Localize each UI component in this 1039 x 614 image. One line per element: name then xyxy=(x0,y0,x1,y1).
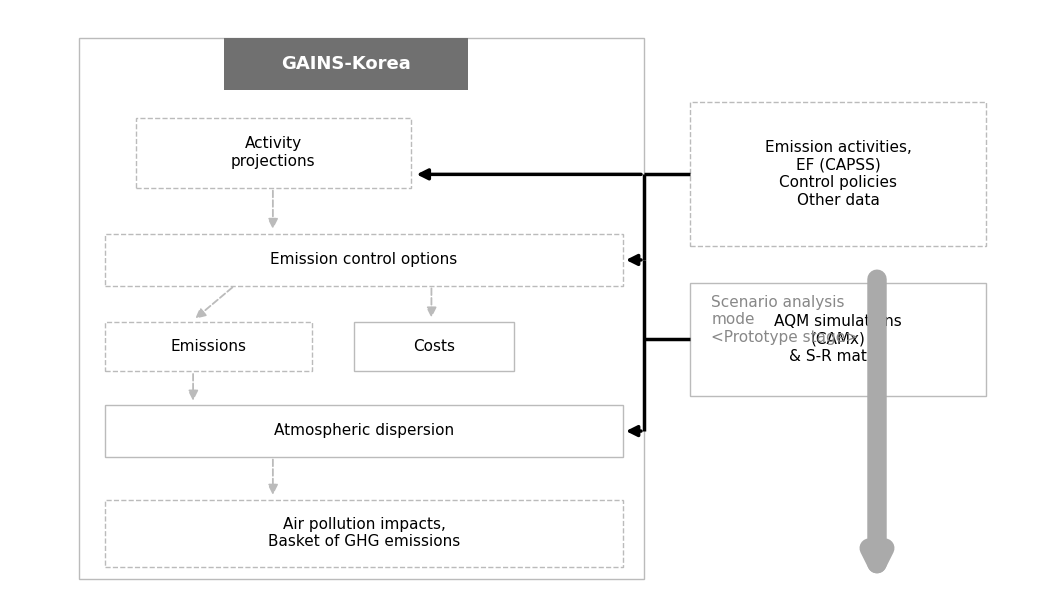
Text: Emission control options: Emission control options xyxy=(270,252,458,267)
FancyBboxPatch shape xyxy=(105,500,623,567)
FancyBboxPatch shape xyxy=(136,117,410,188)
Text: AQM simulations
(CAMx)
& S-R matrix: AQM simulations (CAMx) & S-R matrix xyxy=(774,314,902,364)
Text: Scenario analysis
mode
<Prototype stage>: Scenario analysis mode <Prototype stage> xyxy=(712,295,858,344)
Text: Air pollution impacts,
Basket of GHG emissions: Air pollution impacts, Basket of GHG emi… xyxy=(268,517,460,550)
FancyBboxPatch shape xyxy=(353,322,514,371)
Text: Costs: Costs xyxy=(414,339,455,354)
FancyBboxPatch shape xyxy=(691,103,986,246)
FancyBboxPatch shape xyxy=(691,282,986,395)
Text: Activity
projections: Activity projections xyxy=(231,136,316,169)
Text: Atmospheric dispersion: Atmospheric dispersion xyxy=(274,423,454,438)
Text: Emissions: Emissions xyxy=(170,339,246,354)
FancyBboxPatch shape xyxy=(105,322,313,371)
FancyBboxPatch shape xyxy=(105,234,623,286)
Text: Emission activities,
EF (CAPSS)
Control policies
Other data: Emission activities, EF (CAPSS) Control … xyxy=(765,141,911,208)
FancyBboxPatch shape xyxy=(105,405,623,457)
Text: GAINS-Korea: GAINS-Korea xyxy=(282,55,410,73)
FancyBboxPatch shape xyxy=(224,38,468,90)
